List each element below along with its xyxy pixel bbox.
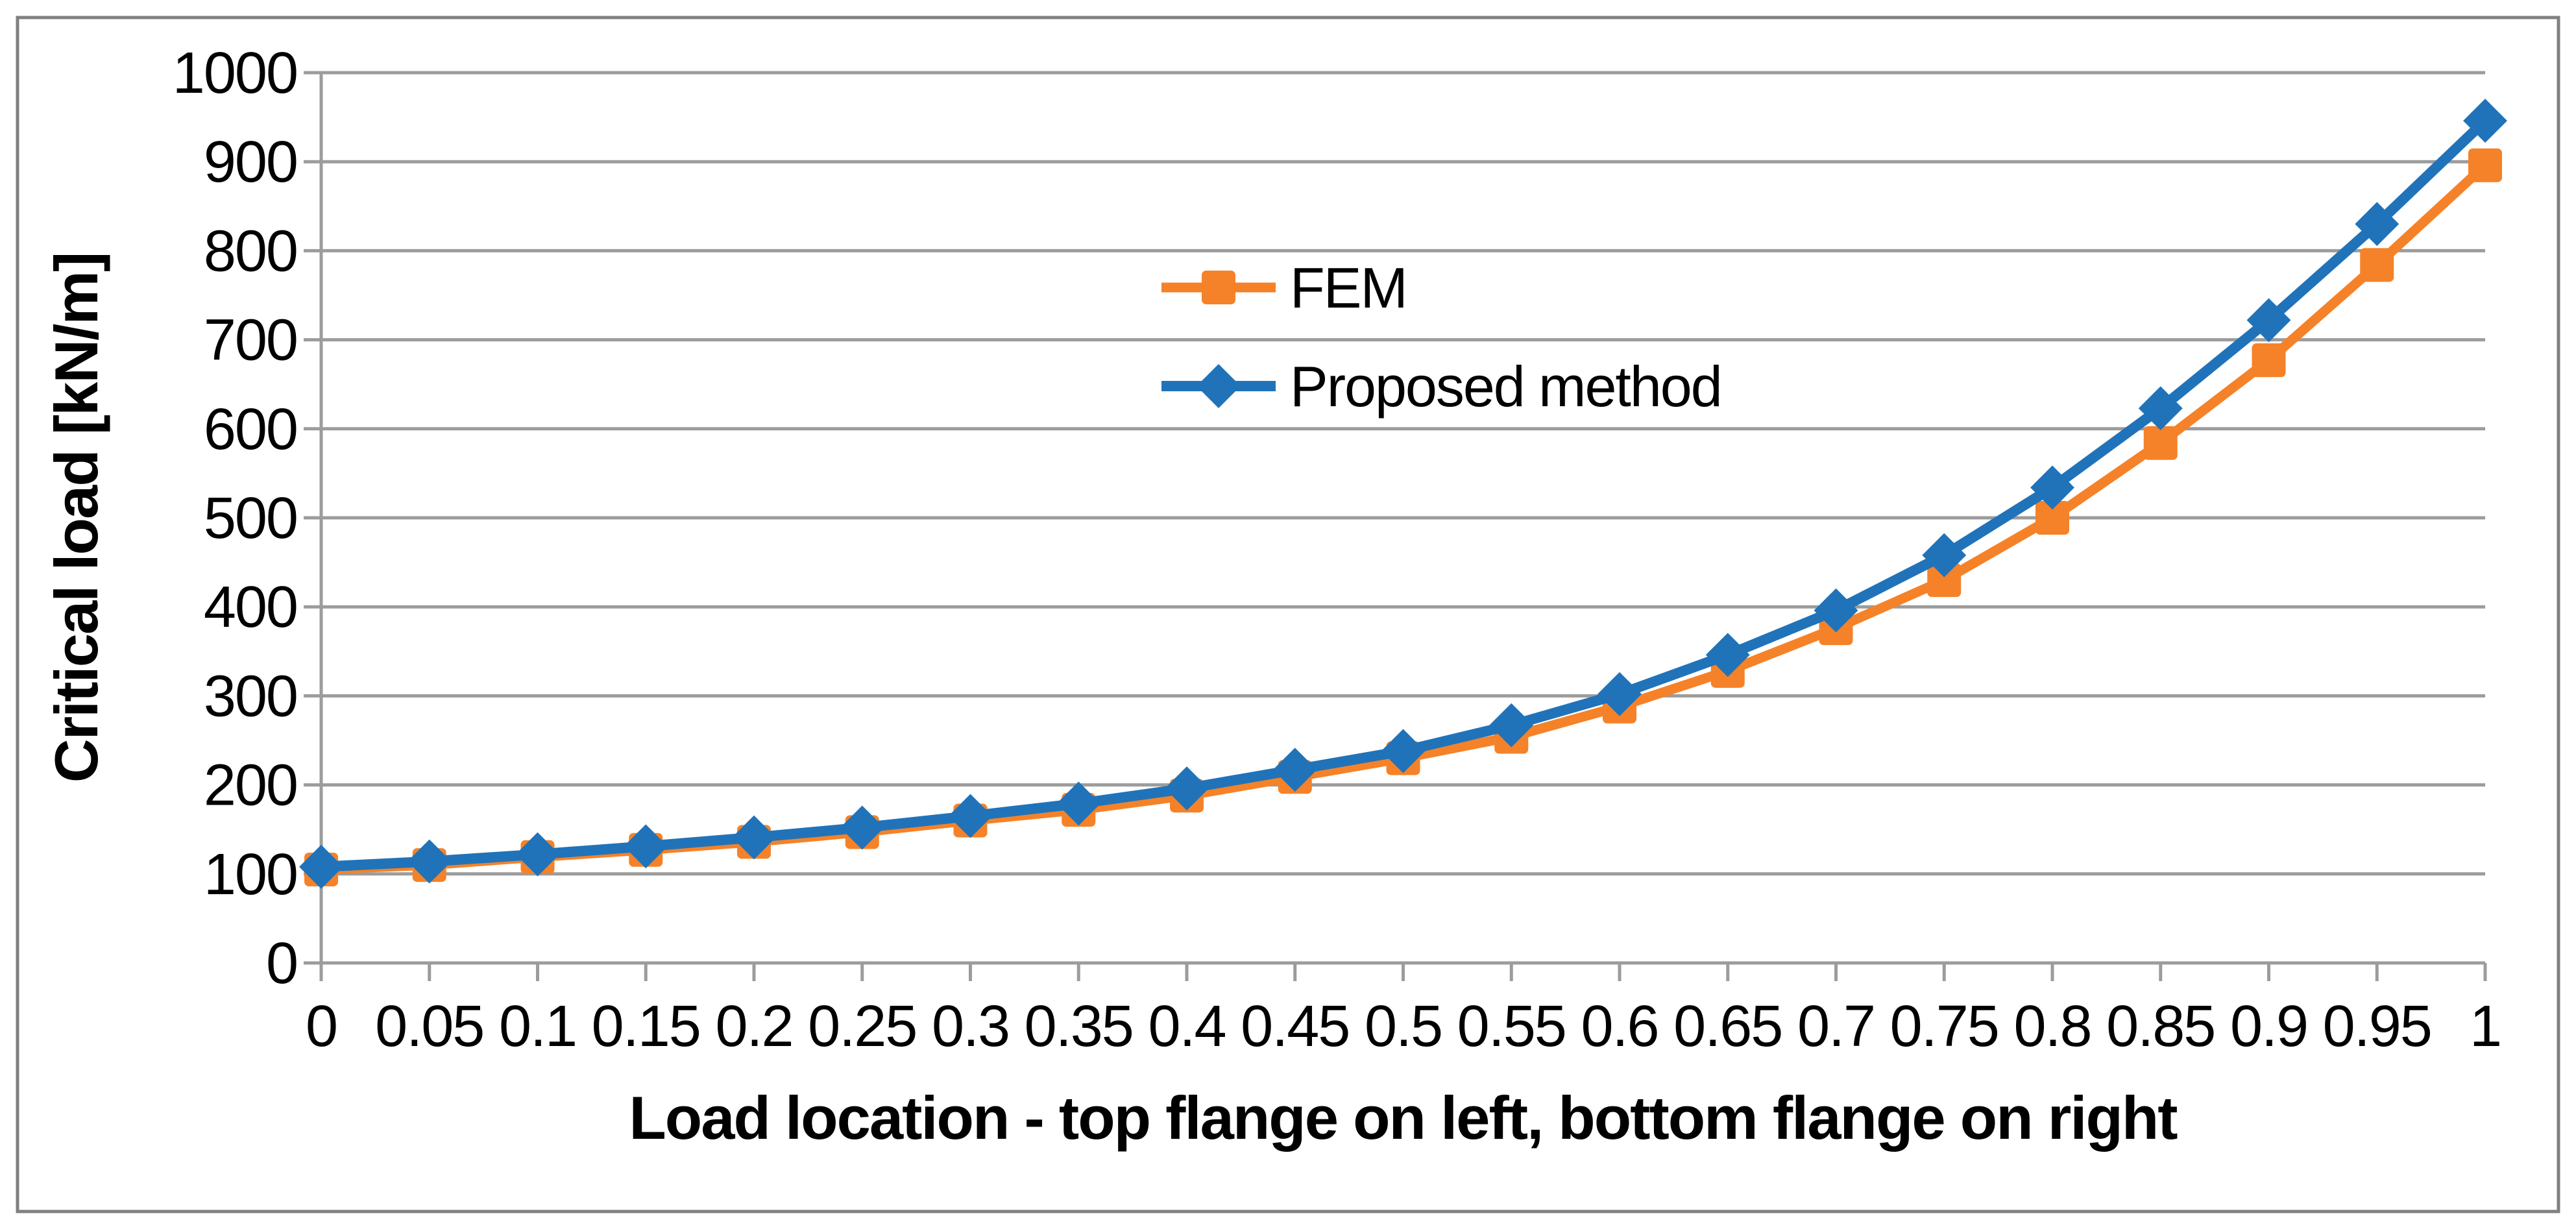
data-point-diamond-0.05[interactable] [407, 839, 452, 884]
data-point-diamond-0.8[interactable] [2030, 465, 2074, 510]
data-point-square-0.85[interactable] [2143, 426, 2178, 460]
x-tick-label-0.5: 0.5 [1365, 994, 1442, 1059]
x-tick-label-0.45: 0.45 [1241, 994, 1349, 1059]
gridlines [321, 71, 2485, 876]
data-point-diamond-0.25[interactable] [840, 805, 884, 850]
y-tick-label-200: 200 [204, 753, 297, 818]
data-point-diamond-0.5[interactable] [1381, 729, 1426, 773]
x-tick-label-0.9: 0.9 [2230, 994, 2307, 1059]
x-tick-label-0: 0 [306, 994, 337, 1059]
x-tick-label-0.75: 0.75 [1890, 994, 1999, 1059]
proposed-method-diamond-marker-icon [1197, 364, 1241, 408]
data-point-square-1[interactable] [2468, 148, 2502, 182]
x-tick-label-0.85: 0.85 [2106, 994, 2215, 1059]
data-point-diamond-0.7[interactable] [1814, 588, 1858, 633]
x-tick-label-0.15: 0.15 [592, 994, 700, 1059]
chart-border [16, 16, 2560, 1213]
data-point-diamond-0[interactable] [299, 844, 343, 889]
x-axis-title: Load location - top flange on left, bott… [629, 1084, 2178, 1152]
data-point-diamond-0.6[interactable] [1598, 672, 1642, 716]
y-tick-label-0: 0 [266, 931, 297, 996]
x-tick-label-0.7: 0.7 [1797, 994, 1875, 1059]
data-point-diamond-0.95[interactable] [2355, 202, 2400, 247]
y-tick-label-900: 900 [204, 130, 297, 195]
x-tick-label-0.3: 0.3 [932, 994, 1009, 1059]
data-point-square-0.95[interactable] [2360, 248, 2394, 282]
data-point-diamond-0.55[interactable] [1489, 703, 1534, 748]
y-axis-tick-labels: 0 100 200 300 400 500 600 700 800 900 1000 [173, 41, 298, 996]
series-proposed-method [299, 99, 2507, 889]
data-point-square-0.75[interactable] [1927, 563, 1962, 598]
x-tick-label-0.05: 0.05 [375, 994, 483, 1059]
legend-item-fem[interactable]: FEM [1161, 256, 1408, 320]
y-tick-label-800: 800 [204, 219, 297, 284]
data-point-diamond-0.45[interactable] [1272, 748, 1317, 792]
data-point-diamond-0.75[interactable] [1922, 533, 1967, 578]
x-tick-label-1: 1 [2470, 994, 2501, 1059]
data-point-diamond-0.1[interactable] [515, 832, 560, 877]
y-tick-label-600: 600 [204, 397, 297, 462]
data-point-square-0.9[interactable] [2252, 343, 2286, 378]
y-tick-label-700: 700 [204, 308, 297, 373]
x-tick-label-0.6: 0.6 [1581, 994, 1658, 1059]
legend-item-proposed-method[interactable]: Proposed method [1161, 354, 1723, 419]
data-point-diamond-0.15[interactable] [624, 824, 668, 869]
x-tick-label-0.55: 0.55 [1457, 994, 1566, 1059]
x-tick-label-0.35: 0.35 [1025, 994, 1133, 1059]
data-point-diamond-0.3[interactable] [948, 794, 993, 838]
legend: FEM Proposed method [1161, 256, 1723, 419]
x-tick-label-0.25: 0.25 [808, 994, 916, 1059]
data-point-diamond-0.65[interactable] [1705, 633, 1750, 677]
data-point-diamond-0.2[interactable] [732, 815, 776, 860]
x-axis-tick-labels: 0 0.05 0.1 0.15 0.2 0.25 0.3 0.35 0.4 0.45 0.5 0.55… [306, 994, 2502, 1059]
x-tick-label-0.4: 0.4 [1148, 994, 1225, 1059]
x-tick-label-0.2: 0.2 [715, 994, 792, 1059]
legend-label-fem: FEM [1290, 256, 1407, 320]
y-tick-label-500: 500 [204, 486, 297, 551]
data-point-diamond-0.4[interactable] [1165, 766, 1209, 811]
y-tick-label-400: 400 [204, 575, 297, 640]
data-series-layer [299, 99, 2507, 889]
x-tick-label-0.1: 0.1 [499, 994, 576, 1059]
data-point-diamond-0.35[interactable] [1056, 781, 1101, 826]
fem-square-marker-icon [1202, 271, 1235, 304]
data-point-diamond-1[interactable] [2463, 99, 2507, 143]
x-tick-label-0.8: 0.8 [2013, 994, 2091, 1059]
y-axis-title: Critical load [kN/m] [42, 253, 110, 783]
data-point-square-0.8[interactable] [2035, 501, 2069, 535]
data-point-diamond-0.85[interactable] [2138, 386, 2183, 431]
y-tick-label-1000: 1000 [173, 41, 297, 106]
data-point-diamond-0.9[interactable] [2246, 298, 2291, 343]
legend-label-proposed-method: Proposed method [1290, 354, 1721, 419]
x-tick-label-0.95: 0.95 [2323, 994, 2431, 1059]
y-tick-label-100: 100 [204, 842, 297, 907]
x-tick-label-0.65: 0.65 [1673, 994, 1782, 1059]
axis-ticks [304, 71, 2487, 981]
y-tick-label-300: 300 [204, 664, 297, 729]
